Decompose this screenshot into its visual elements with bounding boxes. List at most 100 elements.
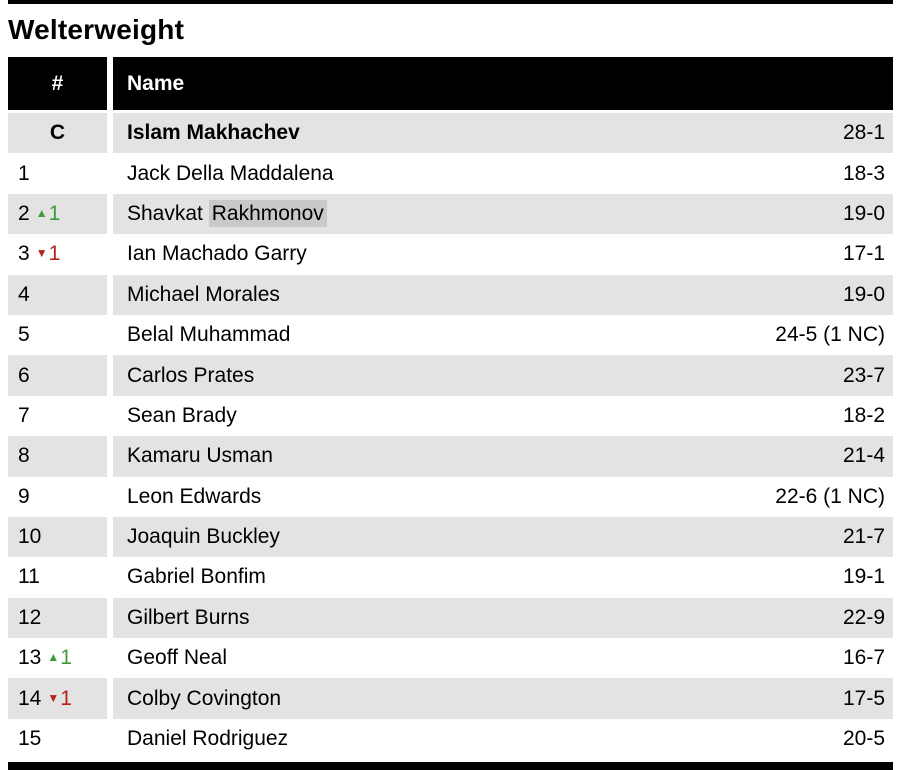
rank-cell: 13 ▲ 1 <box>8 638 107 679</box>
table-row[interactable]: 1 Jack Della Maddalena 18-3 <box>8 153 893 194</box>
table-row[interactable]: 14 ▼ 1 Colby Covington 17-5 <box>8 678 893 719</box>
rank-movement: ▼ 1 <box>36 242 61 266</box>
fighter-record: 23-7 <box>842 363 885 387</box>
table-row[interactable]: 7 Sean Brady 18-2 <box>8 395 893 437</box>
table-row[interactable]: 6 Carlos Prates 23-7 <box>8 355 893 396</box>
table-row[interactable]: 12 Gilbert Burns 22-9 <box>8 597 893 639</box>
rankings-table: # Name C Islam Makhachev 28-1 1 <box>8 57 893 760</box>
fighter-record: 24-5 (1 NC) <box>775 323 885 347</box>
table-row[interactable]: 11 Gabriel Bonfim 19-1 <box>8 557 893 598</box>
fighter-name: Joaquin Buckley <box>127 525 280 549</box>
rank-cell: 8 <box>8 436 107 477</box>
fighter-record: 17-1 <box>842 242 885 266</box>
fighter-record: 17-5 <box>842 686 885 710</box>
rank-label: 13 <box>18 646 42 670</box>
fighter-name: Islam Makhachev <box>127 121 300 145</box>
table-row[interactable]: 3 ▼ 1 Ian Machado Garry 17-1 <box>8 234 893 275</box>
fighter-record: 21-7 <box>842 525 885 549</box>
name-cell: Carlos Prates 23-7 <box>113 355 893 396</box>
rank-movement-delta: 1 <box>60 646 72 670</box>
table-row[interactable]: 5 Belal Muhammad 24-5 (1 NC) <box>8 314 893 356</box>
fighter-name: Shavkat Rakhmonov <box>127 199 327 227</box>
rank-cell: 3 ▼ 1 <box>8 234 107 275</box>
rank-movement-delta: 1 <box>60 686 72 710</box>
column-gutter <box>107 436 113 477</box>
rank-movement-delta: 1 <box>48 201 61 225</box>
name-cell: Kamaru Usman 21-4 <box>113 436 893 477</box>
fighter-name: Daniel Rodriguez <box>127 727 289 751</box>
fighter-name: Michael Morales <box>127 282 280 306</box>
column-gutter <box>107 516 113 558</box>
name-cell: Gabriel Bonfim 19-1 <box>113 557 893 598</box>
rank-cell: 12 <box>8 597 107 639</box>
table-row[interactable]: 10 Joaquin Buckley 21-7 <box>8 516 893 558</box>
rank-cell: 2 ▲ 1 <box>8 193 107 235</box>
rank-up-icon: ▲ <box>35 205 48 220</box>
table-row[interactable]: 13 ▲ 1 Geoff Neal 16-7 <box>8 638 893 679</box>
rank-down-icon: ▼ <box>35 246 48 261</box>
rank-label: 9 <box>18 484 30 508</box>
rank-cell: 6 <box>8 355 107 396</box>
fighter-name: Belal Muhammad <box>127 323 291 347</box>
table-row[interactable]: 4 Michael Morales 19-0 <box>8 274 893 315</box>
rank-label: 7 <box>18 403 30 427</box>
rank-movement-delta: 1 <box>48 242 61 266</box>
rank-label: 12 <box>18 605 42 629</box>
fighter-name: Kamaru Usman <box>127 444 273 468</box>
top-section-divider-bar <box>8 0 893 4</box>
rank-movement: ▲ 1 <box>47 646 72 670</box>
column-gutter <box>107 234 113 275</box>
name-column-header: Name <box>113 57 893 110</box>
column-gutter <box>107 678 113 719</box>
rank-cell: 5 <box>8 314 107 356</box>
column-gutter <box>107 57 113 110</box>
fighter-name: Geoff Neal <box>127 646 228 670</box>
rank-cell: 14 ▼ 1 <box>8 678 107 719</box>
table-row[interactable]: 2 ▲ 1 Shavkat Rakhmonov 19-0 <box>8 193 893 235</box>
rank-cell: 15 <box>8 718 107 760</box>
fighter-name: Leon Edwards <box>127 484 262 508</box>
column-gutter <box>107 113 113 154</box>
rank-label: 3 <box>18 242 30 266</box>
rank-down-icon: ▼ <box>47 690 60 705</box>
column-gutter <box>107 274 113 315</box>
name-cell: Geoff Neal 16-7 <box>113 638 893 679</box>
fighter-name: Carlos Prates <box>127 363 255 387</box>
fighter-record: 22-6 (1 NC) <box>775 484 885 508</box>
rank-cell: 10 <box>8 516 107 558</box>
table-header-row: # Name <box>8 57 893 110</box>
fighter-record: 18-2 <box>842 403 885 427</box>
rank-label: 10 <box>18 525 42 549</box>
fighter-name: Gabriel Bonfim <box>127 565 266 589</box>
rank-label: 11 <box>18 565 40 589</box>
fighter-record: 20-5 <box>842 727 885 751</box>
table-row[interactable]: 9 Leon Edwards 22-6 (1 NC) <box>8 476 893 517</box>
fighter-record: 19-0 <box>842 282 885 306</box>
rank-cell: 4 <box>8 274 107 315</box>
name-cell: Gilbert Burns 22-9 <box>113 597 893 639</box>
fighter-record: 18-3 <box>842 161 885 185</box>
name-cell: Shavkat Rakhmonov 19-0 <box>113 193 893 235</box>
rank-label: C <box>49 121 66 145</box>
rank-label: 6 <box>18 363 30 387</box>
rank-movement: ▲ 1 <box>36 202 61 226</box>
name-cell: Daniel Rodriguez 20-5 <box>113 718 893 760</box>
page-title: Welterweight <box>8 14 185 45</box>
fighter-record: 22-9 <box>842 605 885 629</box>
table-row[interactable]: 8 Kamaru Usman 21-4 <box>8 436 893 477</box>
rank-movement: ▼ 1 <box>47 687 72 711</box>
fighter-record: 19-0 <box>842 201 885 225</box>
fighter-record: 16-7 <box>842 646 885 670</box>
fighter-record: 19-1 <box>842 565 885 589</box>
fighter-name-search-highlight: Rakhmonov <box>208 199 327 227</box>
name-cell: Colby Covington 17-5 <box>113 678 893 719</box>
rank-label: 2 <box>18 201 30 225</box>
table-row[interactable]: 15 Daniel Rodriguez 20-5 <box>8 718 893 760</box>
column-gutter <box>107 718 113 760</box>
fighter-name: Colby Covington <box>127 686 282 710</box>
rank-label: 15 <box>18 727 42 751</box>
table-row-champion[interactable]: C Islam Makhachev 28-1 <box>8 113 893 154</box>
fighter-name: Sean Brady <box>127 403 237 427</box>
column-gutter <box>107 153 113 194</box>
